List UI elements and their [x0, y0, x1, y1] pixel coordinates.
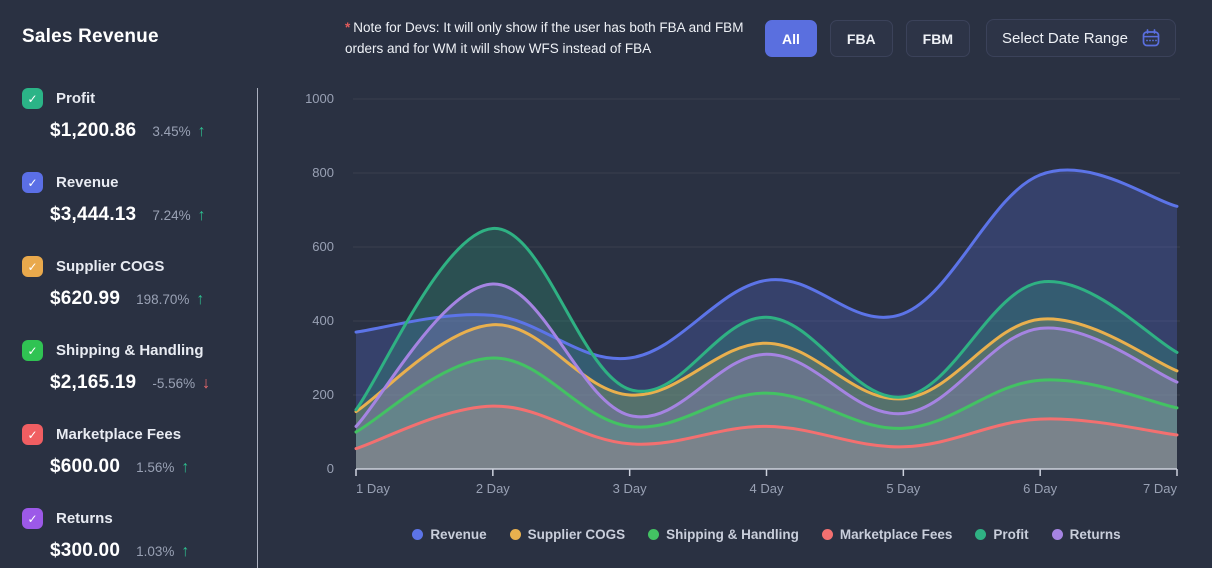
calendar-icon [1142, 29, 1160, 47]
checkbox-shipping-handling[interactable]: ✓ [22, 340, 43, 361]
legend-dot-icon [648, 529, 660, 540]
metric-value: $1,200.86 [50, 120, 137, 141]
metric-change: 7.24% [152, 208, 191, 223]
x-tick-label: 5 Day [886, 481, 921, 496]
metric-supplier-cogs: ✓ Supplier COGS $620.99 198.70% ↑ [22, 256, 250, 340]
series-line-revenue [354, 168, 1179, 361]
metric-marketplace-fees: ✓ Marketplace Fees $600.00 1.56% ↑ [22, 424, 250, 508]
metric-change: 1.56% [136, 460, 175, 475]
date-range-label: Select Date Range [1002, 29, 1128, 47]
metric-label: Marketplace Fees [56, 426, 182, 443]
metric-value: $620.99 [50, 288, 121, 309]
chart-legend: Revenue Supplier COGS Shipping & Handling M… [353, 527, 1180, 542]
metric-value: $600.00 [50, 456, 121, 477]
arrow-up-icon: ↑ [197, 123, 206, 140]
metric-label: Revenue [56, 174, 119, 191]
x-tick-label: 1 Day [356, 481, 390, 496]
metric-returns: ✓ Returns $300.00 1.03% ↑ [22, 508, 250, 568]
filter-all[interactable]: All [765, 20, 817, 57]
legend-label: Revenue [430, 527, 487, 542]
y-tick-label: 800 [312, 165, 334, 180]
legend-dot-icon [821, 529, 833, 540]
y-tick-label: 400 [312, 313, 334, 328]
series-line-shipping-handling [354, 356, 1179, 434]
legend-label: Shipping & Handling [666, 527, 799, 542]
metric-value: $300.00 [50, 540, 121, 561]
legend-dot-icon [1051, 529, 1063, 540]
arrow-up-icon: ↑ [181, 459, 190, 476]
arrow-down-icon: ↓ [202, 375, 211, 392]
legend-item-revenue[interactable]: Revenue [412, 527, 487, 542]
checkbox-returns[interactable]: ✓ [22, 508, 43, 529]
series-line-profit [354, 226, 1179, 412]
note-asterisk: * [345, 20, 351, 35]
metric-shipping-handling: ✓ Shipping & Handling $2,165.19 -5.56% ↓ [22, 340, 250, 424]
checkbox-marketplace-fees[interactable]: ✓ [22, 424, 43, 445]
checkbox-profit[interactable]: ✓ [22, 88, 43, 109]
metric-revenue: ✓ Revenue $3,444.13 7.24% ↑ [22, 172, 250, 256]
legend-item-profit[interactable]: Profit [975, 527, 1029, 542]
dev-note: * Note for Devs: It will only show if the… [345, 17, 769, 59]
checkbox-revenue[interactable]: ✓ [22, 172, 43, 193]
metric-change: 198.70% [136, 292, 190, 307]
filter-fba[interactable]: FBA [829, 20, 893, 57]
legend-label: Marketplace Fees [839, 527, 953, 542]
metric-label: Supplier COGS [56, 258, 165, 275]
series-line-marketplace-fees [354, 404, 1179, 451]
x-tick-label: 3 Day [612, 481, 647, 496]
metric-change: 3.45% [152, 124, 191, 139]
y-tick-label: 1000 [305, 91, 334, 106]
metrics-sidebar: ✓ Profit $1,200.86 3.45% ↑ ✓ Revenue $3,444.13 7… [22, 88, 250, 568]
legend-label: Returns [1069, 527, 1121, 542]
y-tick-label: 600 [312, 239, 334, 254]
series-area-marketplace-fees [356, 406, 1177, 469]
y-tick-label: 200 [312, 387, 334, 402]
x-tick-label: 2 Day [475, 481, 510, 496]
metric-value: $3,444.13 [50, 204, 137, 225]
filter-fbm[interactable]: FBM [905, 20, 970, 57]
legend-item-returns[interactable]: Returns [1051, 527, 1121, 542]
page-title: Sales Revenue [22, 26, 159, 47]
metric-profit: ✓ Profit $1,200.86 3.45% ↑ [22, 88, 250, 172]
legend-label: Supplier COGS [527, 527, 626, 542]
metric-label: Returns [56, 510, 113, 527]
arrow-up-icon: ↑ [197, 207, 206, 224]
metric-label: Profit [56, 90, 96, 107]
plot-svg [353, 98, 1180, 476]
legend-item-shipping-handling[interactable]: Shipping & Handling [648, 527, 799, 542]
series-area-profit [356, 228, 1177, 469]
filter-group: All FBA FBM [765, 20, 970, 57]
checkbox-supplier-cogs[interactable]: ✓ [22, 256, 43, 277]
legend-item-supplier-cogs[interactable]: Supplier COGS [509, 527, 626, 542]
arrow-up-icon: ↑ [196, 291, 205, 308]
metric-change: -5.56% [152, 376, 196, 391]
series-line-supplier-cogs [354, 317, 1179, 414]
legend-item-marketplace-fees[interactable]: Marketplace Fees [821, 527, 953, 542]
date-range-button[interactable]: Select Date Range [986, 19, 1176, 57]
series-line-returns [354, 282, 1179, 428]
metric-value: $2,165.19 [50, 372, 137, 393]
legend-dot-icon [412, 529, 424, 540]
x-tick-label: 7 Day [1143, 481, 1177, 496]
sidebar-chart-divider [257, 88, 258, 568]
legend-dot-icon [509, 529, 521, 540]
legend-label: Profit [993, 527, 1029, 542]
metric-label: Shipping & Handling [56, 342, 204, 359]
arrow-up-icon: ↑ [181, 543, 190, 560]
x-tick-label: 4 Day [749, 481, 784, 496]
metric-change: 1.03% [136, 544, 175, 559]
y-tick-label: 0 [326, 461, 334, 476]
legend-dot-icon [975, 529, 987, 540]
x-tick-label: 6 Day [1023, 481, 1058, 496]
series-area-shipping-handling [356, 357, 1177, 469]
note-text: Note for Devs: It will only show if the … [345, 20, 744, 56]
